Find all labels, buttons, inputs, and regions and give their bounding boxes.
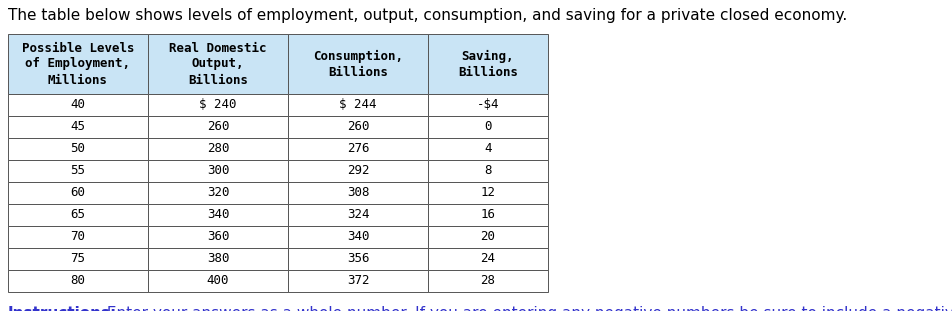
Text: 16: 16 <box>480 208 495 221</box>
Bar <box>8 204 148 226</box>
Bar <box>427 116 547 138</box>
Text: 40: 40 <box>70 99 86 112</box>
Bar <box>8 138 148 160</box>
Text: 372: 372 <box>347 275 368 287</box>
Bar <box>288 248 427 270</box>
Text: 50: 50 <box>70 142 86 156</box>
Text: 65: 65 <box>70 208 86 221</box>
Bar <box>288 204 427 226</box>
Text: 260: 260 <box>207 120 229 133</box>
Bar <box>148 204 288 226</box>
Text: 380: 380 <box>207 253 229 266</box>
Text: 400: 400 <box>207 275 229 287</box>
Text: 360: 360 <box>207 230 229 244</box>
Text: 12: 12 <box>480 187 495 199</box>
Bar <box>288 34 427 94</box>
Text: 4: 4 <box>484 142 491 156</box>
Text: Possible Levels
of Employment,
Millions: Possible Levels of Employment, Millions <box>22 41 134 86</box>
Text: 260: 260 <box>347 120 368 133</box>
Bar <box>288 160 427 182</box>
Bar <box>8 270 148 292</box>
Bar <box>8 116 148 138</box>
Bar <box>148 34 288 94</box>
Text: Consumption,
Billions: Consumption, Billions <box>312 49 403 79</box>
Bar <box>288 270 427 292</box>
Text: $ 240: $ 240 <box>199 99 236 112</box>
Text: 45: 45 <box>70 120 86 133</box>
Text: Real Domestic
Output,
Billions: Real Domestic Output, Billions <box>169 41 267 86</box>
Bar <box>148 160 288 182</box>
Bar <box>8 160 148 182</box>
Text: 8: 8 <box>484 165 491 178</box>
Text: 20: 20 <box>480 230 495 244</box>
Bar <box>427 204 547 226</box>
Text: 292: 292 <box>347 165 368 178</box>
Bar <box>148 94 288 116</box>
Text: 280: 280 <box>207 142 229 156</box>
Bar <box>8 34 148 94</box>
Bar <box>427 182 547 204</box>
Text: 340: 340 <box>207 208 229 221</box>
Bar <box>427 226 547 248</box>
Text: Instructions:: Instructions: <box>8 306 117 311</box>
Bar <box>427 270 547 292</box>
Text: Enter your answers as a whole number. If you are entering any negative numbers b: Enter your answers as a whole number. If… <box>102 306 952 311</box>
Bar <box>8 182 148 204</box>
Text: -$4: -$4 <box>476 99 499 112</box>
Bar <box>288 94 427 116</box>
Bar <box>427 94 547 116</box>
Text: 75: 75 <box>70 253 86 266</box>
Text: 55: 55 <box>70 165 86 178</box>
Text: 320: 320 <box>207 187 229 199</box>
Bar <box>148 270 288 292</box>
Bar <box>288 116 427 138</box>
Text: 0: 0 <box>484 120 491 133</box>
Bar <box>148 248 288 270</box>
Text: 300: 300 <box>207 165 229 178</box>
Bar <box>427 138 547 160</box>
Text: 70: 70 <box>70 230 86 244</box>
Bar <box>148 116 288 138</box>
Bar <box>288 226 427 248</box>
Bar <box>148 182 288 204</box>
Text: 276: 276 <box>347 142 368 156</box>
Bar <box>427 160 547 182</box>
Bar <box>427 34 547 94</box>
Text: 356: 356 <box>347 253 368 266</box>
Text: 60: 60 <box>70 187 86 199</box>
Text: 340: 340 <box>347 230 368 244</box>
Text: 80: 80 <box>70 275 86 287</box>
Text: $ 244: $ 244 <box>339 99 376 112</box>
Text: 324: 324 <box>347 208 368 221</box>
Bar <box>148 138 288 160</box>
Text: 308: 308 <box>347 187 368 199</box>
Bar <box>8 94 148 116</box>
Bar <box>288 138 427 160</box>
Text: The table below shows levels of employment, output, consumption, and saving for : The table below shows levels of employme… <box>8 8 846 23</box>
Text: 24: 24 <box>480 253 495 266</box>
Bar <box>8 226 148 248</box>
Bar <box>8 248 148 270</box>
Bar <box>288 182 427 204</box>
Bar <box>148 226 288 248</box>
Text: Saving,
Billions: Saving, Billions <box>458 49 518 79</box>
Bar <box>427 248 547 270</box>
Text: 28: 28 <box>480 275 495 287</box>
